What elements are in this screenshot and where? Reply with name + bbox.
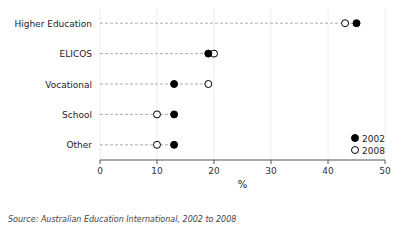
tick-mark (214, 160, 215, 164)
guide-line (100, 23, 357, 24)
dot (353, 20, 360, 27)
x-axis: 0 10 20 30 40 50 (97, 8, 391, 176)
dot (154, 141, 161, 148)
legend-marker (352, 135, 359, 142)
dot (171, 81, 178, 88)
tick-label: 10 (151, 166, 163, 176)
guide-line (100, 144, 174, 145)
legend-marker (352, 147, 359, 154)
category-label: School (62, 110, 92, 120)
tick-label: 30 (265, 166, 277, 176)
tick-label: 0 (97, 166, 103, 176)
guide-line (100, 53, 214, 54)
dot (154, 111, 161, 118)
dot (205, 50, 212, 57)
tick-mark (157, 160, 158, 164)
category-label: Vocational (45, 80, 92, 90)
guide-line (100, 114, 174, 115)
legend-label: 2002 (362, 134, 385, 144)
tick-mark (271, 160, 272, 164)
guide-line (100, 84, 208, 85)
dot (171, 141, 178, 148)
category-label: ELICOS (60, 49, 93, 59)
legend-label: 2008 (362, 146, 385, 156)
plot-area (100, 20, 360, 149)
axis-line (100, 160, 385, 161)
tick-label: 20 (208, 166, 220, 176)
grid-line (271, 8, 272, 160)
tick-mark (385, 160, 386, 164)
dot (342, 20, 349, 27)
tick-label: 40 (322, 166, 334, 176)
grid-line (328, 8, 329, 160)
legend: 2002 2008 (352, 134, 386, 156)
category-label: Other (66, 140, 92, 150)
tick-mark (328, 160, 329, 164)
tick-mark (100, 160, 101, 164)
grid-line (214, 8, 215, 160)
tick-label: 50 (379, 166, 391, 176)
axis-label: % (238, 179, 248, 190)
category-label: Higher Education (14, 19, 92, 29)
annotation: Source: Australian Education Internation… (8, 215, 236, 224)
dot (205, 81, 212, 88)
dot (171, 111, 178, 118)
chart: 0 10 20 30 40 50% Higher Education ELICOS Vocati… (0, 0, 397, 227)
